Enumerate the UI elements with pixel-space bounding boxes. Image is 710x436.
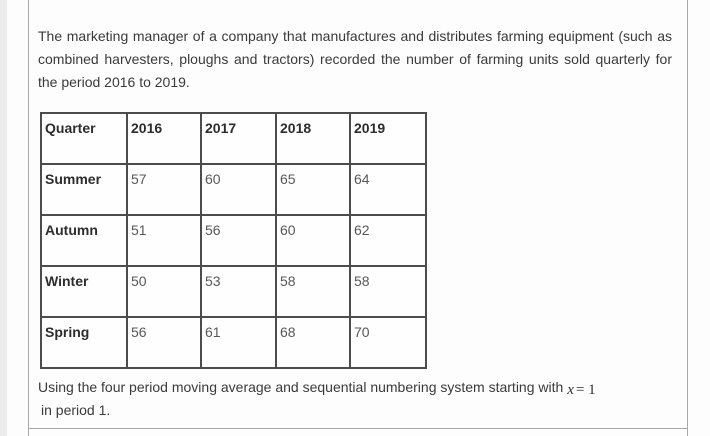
table-header-2019: 2019: [349, 112, 427, 165]
table-header-2016: 2016: [126, 112, 202, 165]
cell-spring-2017: 61: [200, 316, 277, 369]
math-variable: x: [567, 382, 574, 398]
table-header-row: Quarter 2016 2017 2018 2019: [40, 112, 427, 165]
row-label-autumn: Autumn: [40, 214, 128, 267]
cell-summer-2019: 64: [349, 163, 427, 216]
table-row-autumn: Autumn 51 56 60 62: [40, 214, 427, 267]
quarterly-sales-table: Quarter 2016 2017 2018 2019 Summer 57 60…: [40, 112, 427, 369]
cell-spring-2018: 68: [275, 316, 351, 369]
content-frame-left-border: [28, 0, 29, 436]
cell-autumn-2017: 56: [200, 214, 277, 267]
math-expression: x = 1: [563, 382, 595, 398]
math-value: = 1: [575, 382, 596, 398]
content-frame-bottom-border: [28, 428, 688, 429]
row-label-summer: Summer: [40, 163, 128, 216]
cell-summer-2018: 65: [275, 163, 351, 216]
row-label-spring: Spring: [40, 316, 128, 369]
page-left-margin-strip: [0, 0, 7, 436]
cell-spring-2019: 70: [349, 316, 427, 369]
table-header-2018: 2018: [275, 112, 351, 165]
content-frame-right-border: [687, 0, 688, 436]
instruction-text-line2: in period 1.: [41, 402, 111, 418]
row-label-winter: Winter: [40, 265, 128, 318]
table-row-winter: Winter 50 53 58 58: [40, 265, 427, 318]
cell-winter-2017: 53: [200, 265, 277, 318]
table-row-summer: Summer 57 60 65 64: [40, 163, 427, 216]
question-intro-paragraph: The marketing manager of a company that …: [38, 28, 672, 90]
cell-autumn-2018: 60: [275, 214, 351, 267]
table-header-quarter: Quarter: [40, 112, 128, 165]
table-row-spring: Spring 56 61 68 70: [40, 316, 427, 369]
cell-autumn-2019: 62: [349, 214, 427, 267]
table-header-2017: 2017: [200, 112, 277, 165]
cell-summer-2017: 60: [200, 163, 277, 216]
cell-summer-2016: 57: [126, 163, 202, 216]
cell-winter-2019: 58: [349, 265, 427, 318]
cell-winter-2018: 58: [275, 265, 351, 318]
question-instruction: Using the four period moving average and…: [38, 376, 672, 421]
cell-winter-2016: 50: [126, 265, 202, 318]
cell-spring-2016: 56: [126, 316, 202, 369]
question-content: The marketing manager of a company that …: [38, 0, 672, 421]
cell-autumn-2016: 51: [126, 214, 202, 267]
instruction-text: Using the four period moving average and…: [38, 379, 564, 395]
